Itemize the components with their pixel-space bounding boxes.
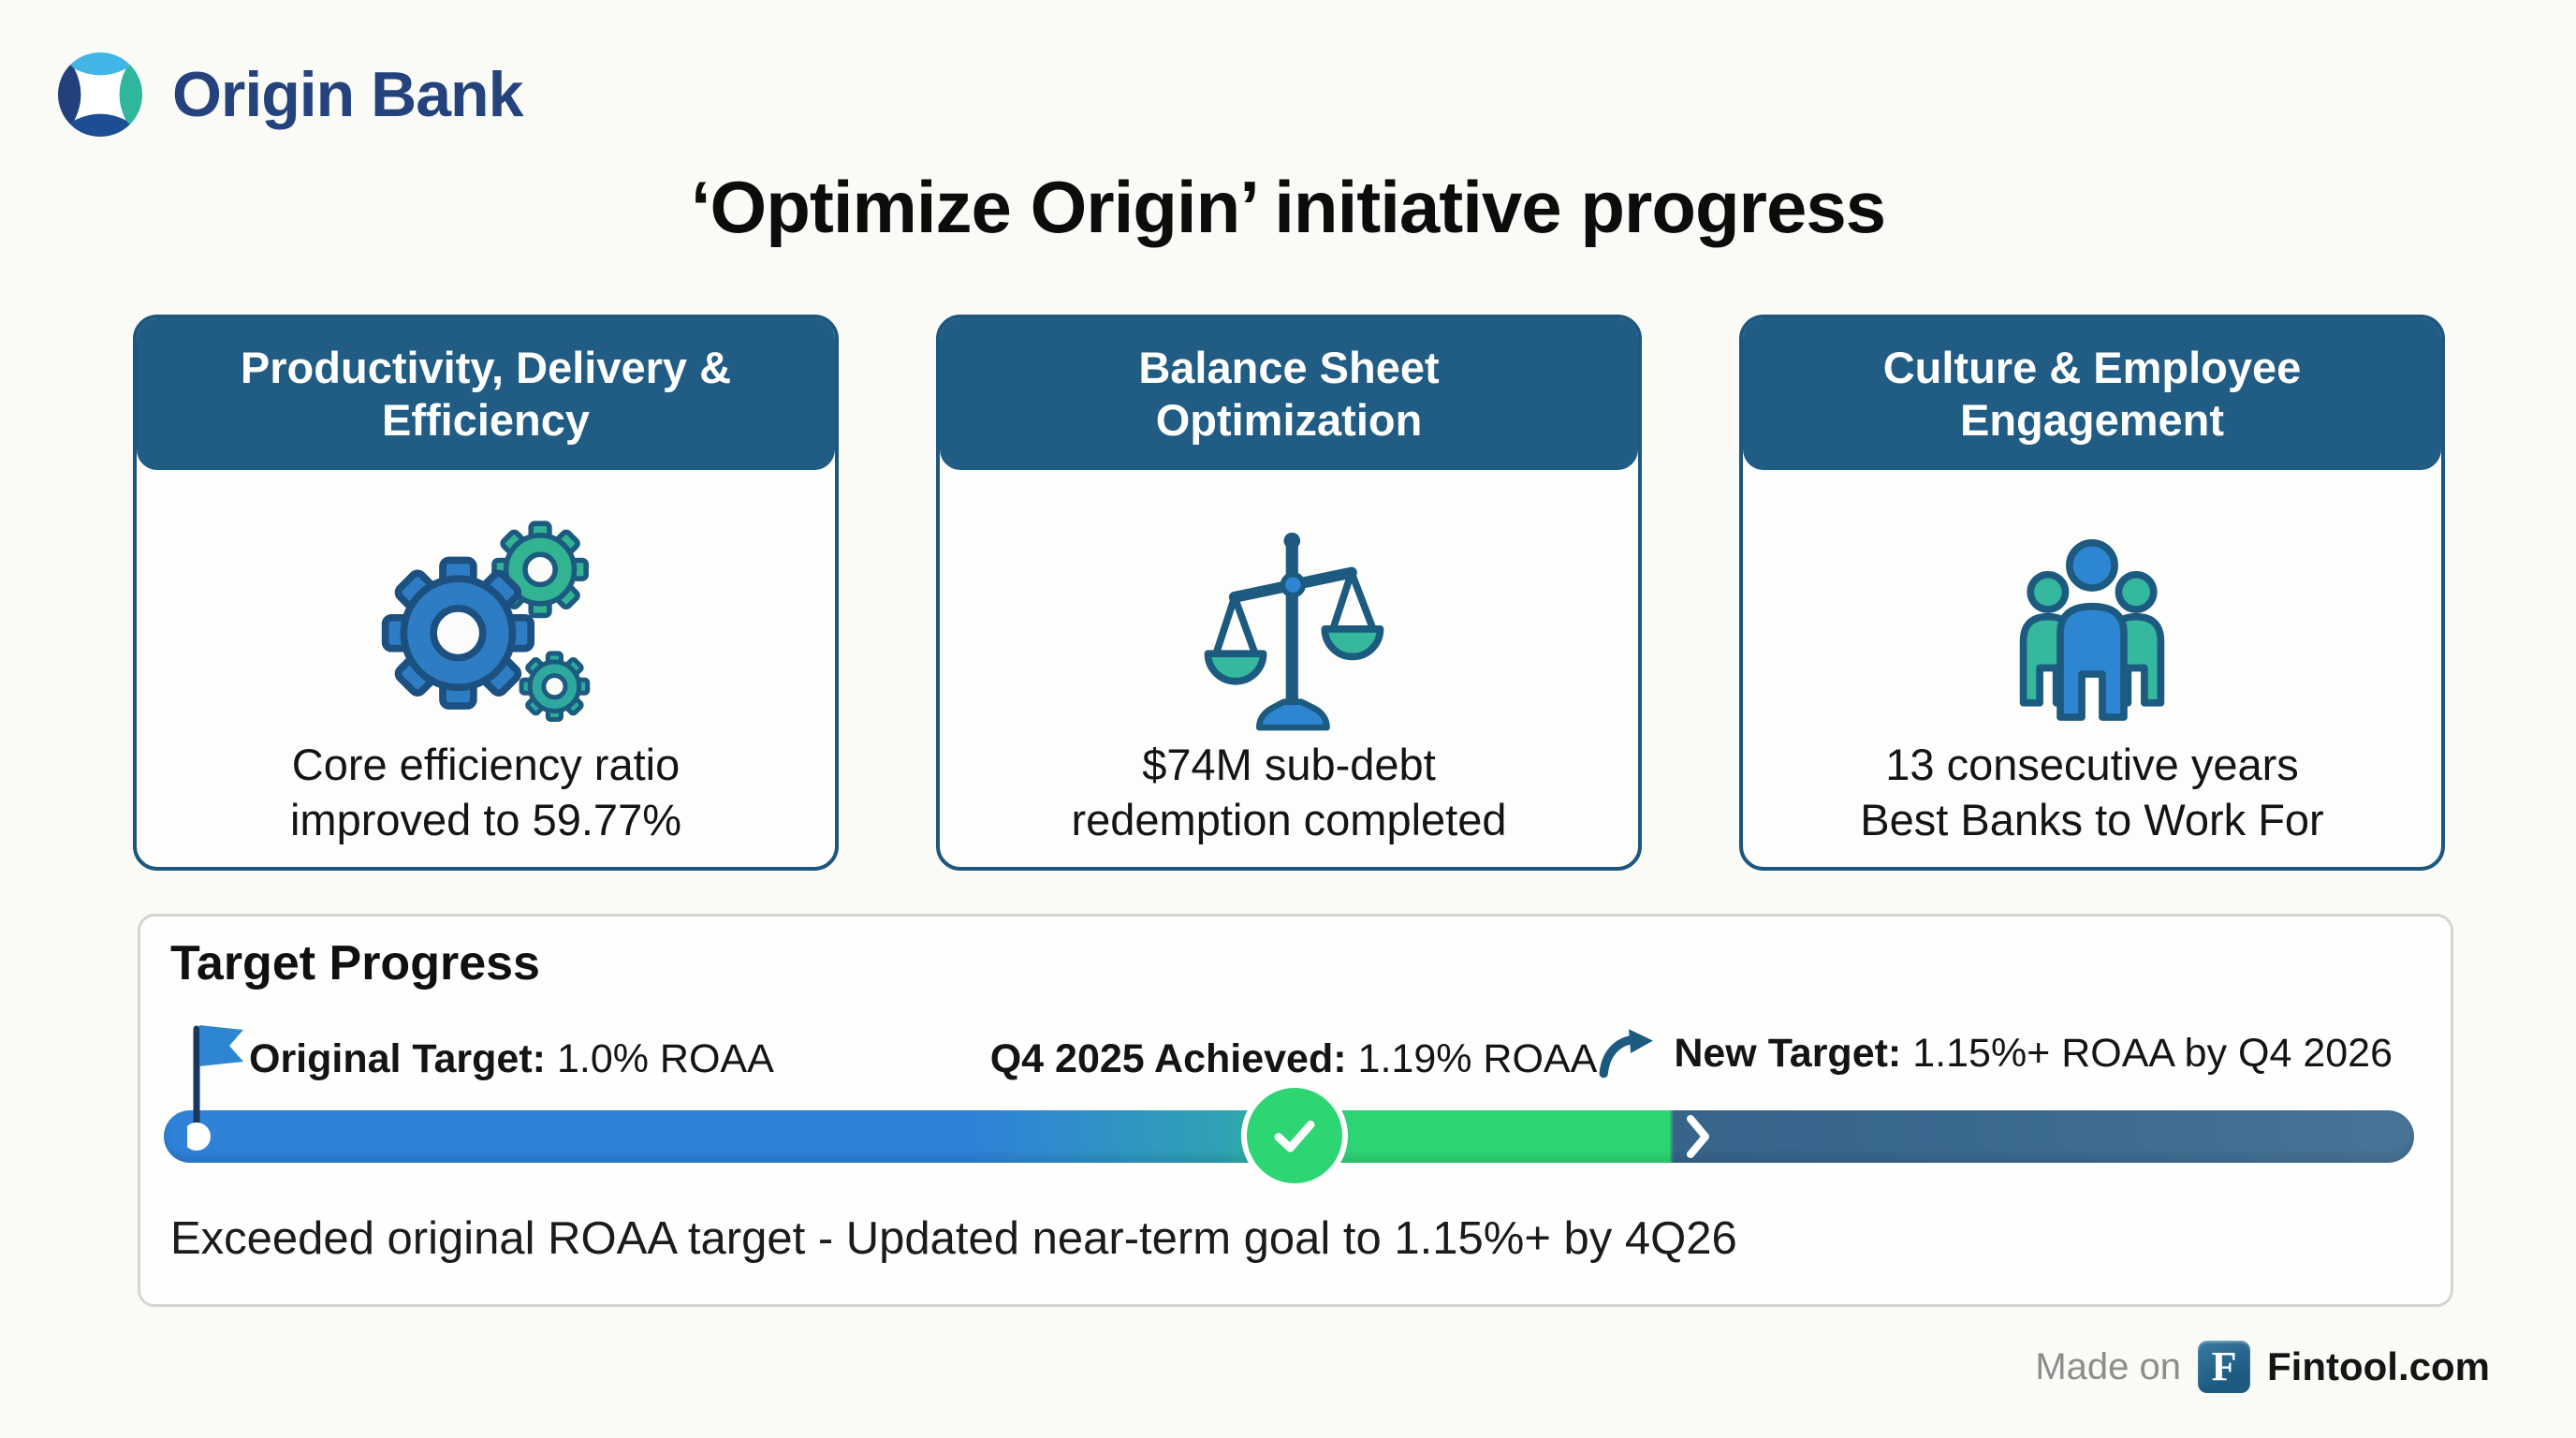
card-culture: Culture & Employee Engagement 13 consecu… [1739,315,2445,871]
origin-bank-logo-icon [57,51,143,138]
panel-title: Target Progress [170,936,540,990]
brand-name: Origin Bank [172,59,523,130]
card-text: 13 consecutive years Best Banks to Work … [1860,740,2324,844]
initiative-cards: Productivity, Delivery & Efficiency [133,315,2445,871]
arrow-icon [1599,1029,1654,1078]
check-icon [1274,1121,1315,1152]
card-header: Productivity, Delivery & Efficiency [137,318,835,470]
page-title: ‘Optimize Origin’ initiative progress [690,166,1886,248]
made-on-label: Made on [2035,1345,2182,1387]
scales-icon [1204,532,1384,731]
original-target-label: Original Target: 1.0% ROAA [249,1036,774,1081]
fintool-logo-icon: F [2198,1341,2251,1393]
fintool-site-label: Fintool.com [2267,1344,2490,1388]
card-header: Culture & Employee Engagement [1743,318,2441,470]
card-balance-sheet: Balance Sheet Optimization [936,315,1642,871]
chevron-right-icon [1687,1115,1709,1158]
achieved-label: Q4 2025 Achieved: 1.19% ROAA [989,1036,1598,1081]
progress-note: Exceeded original ROAA target - Updated … [170,1213,1737,1264]
brand-header: Origin Bank [54,49,523,140]
flag-icon [187,1025,243,1151]
card-text: $74M sub-debt redemption completed [1071,740,1507,844]
people-icon [2019,538,2165,721]
new-target-label: New Target: 1.15%+ ROAA by Q4 2026 [1597,1027,2393,1079]
card-header: Balance Sheet Optimization [940,318,1638,470]
footer: Made on F Fintool.com [2035,1341,2490,1393]
progress-check-badge [1247,1088,1342,1183]
target-progress-panel: Target Progress Original Target: 1.0% ROA… [138,914,2453,1307]
card-text: Core efficiency ratio improved to 59.77% [289,740,682,844]
gears-icon [381,521,591,723]
card-productivity: Productivity, Delivery & Efficiency [133,315,839,871]
